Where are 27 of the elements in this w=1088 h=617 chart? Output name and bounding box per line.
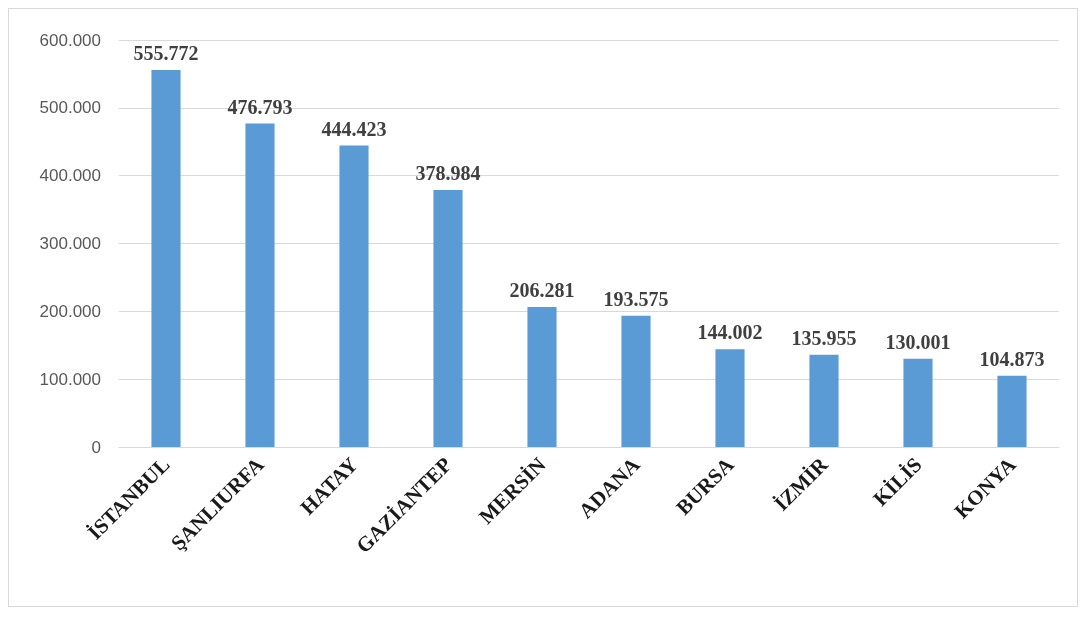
data-label: 130.001 [885,330,951,353]
data-label: 193.575 [603,287,669,310]
bar [621,315,651,447]
bar [527,307,557,447]
y-tick-label: 500.000 [39,98,101,118]
y-tick-label: 200.000 [39,301,101,321]
bar [339,145,369,447]
bar [715,349,745,447]
bar [433,189,463,447]
bar [809,354,839,447]
data-label: 378.984 [415,161,481,184]
y-tick-label: 0 [91,437,101,457]
data-label: 135.955 [791,326,857,349]
data-label: 206.281 [509,279,575,302]
y-tick-label: 100.000 [39,369,101,389]
data-label: 144.002 [697,321,763,344]
y-tick-label: 600.000 [39,30,101,50]
y-tick-label: 300.000 [39,234,101,253]
bar [245,123,275,447]
data-label: 476.793 [227,95,293,118]
data-label: 555.772 [133,42,199,64]
data-label: 104.873 [979,347,1045,370]
data-label: 444.423 [321,117,387,140]
bar [997,375,1027,447]
y-tick-label: 400.000 [39,166,101,186]
bar [151,70,181,447]
bar [903,358,933,447]
